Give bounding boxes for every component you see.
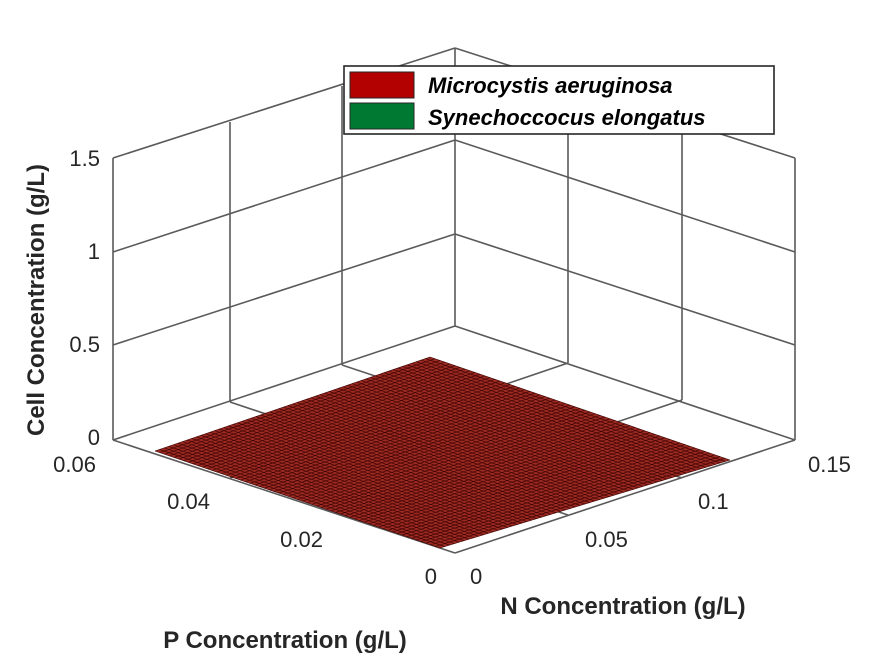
legend-swatch-microcystis	[349, 71, 415, 99]
y-axis-label: N Concentration (g/L)	[500, 593, 745, 620]
surface-mesh	[154, 356, 731, 549]
y-axis-ticks: 0 0.05 0.1 0.15	[470, 452, 851, 589]
x-axis-label: P Concentration (g/L)	[163, 627, 407, 654]
legend-swatch-synechoccocus	[349, 102, 415, 130]
y-tick-0.15: 0.15	[808, 452, 851, 477]
z-axis-ticks: 0 0.5 1 1.5	[69, 146, 100, 450]
y-tick-0: 0	[470, 564, 482, 589]
y-tick-0.1: 0.1	[698, 489, 729, 514]
x-axis-ticks: 0 0.02 0.04 0.06	[53, 452, 437, 589]
legend-label-microcystis: Microcystis aeruginosa	[428, 73, 673, 98]
y-tick-0.05: 0.05	[585, 527, 628, 552]
x-tick-0.06: 0.06	[53, 452, 96, 477]
z-axis-label: Cell Concentration (g/L)	[23, 164, 50, 436]
surface-mesh-lines	[154, 356, 731, 549]
x-tick-0: 0	[425, 564, 437, 589]
z-tick-1: 1	[88, 239, 100, 264]
x-tick-0.02: 0.02	[280, 527, 323, 552]
legend: Microcystis aeruginosa Synechoccocus elo…	[343, 65, 775, 135]
legend-label-synechoccocus: Synechoccocus elongatus	[428, 105, 706, 130]
x-tick-0.04: 0.04	[167, 489, 210, 514]
z-tick-1.5: 1.5	[69, 146, 100, 171]
z-tick-0: 0	[88, 425, 100, 450]
z-tick-0.5: 0.5	[69, 332, 100, 357]
